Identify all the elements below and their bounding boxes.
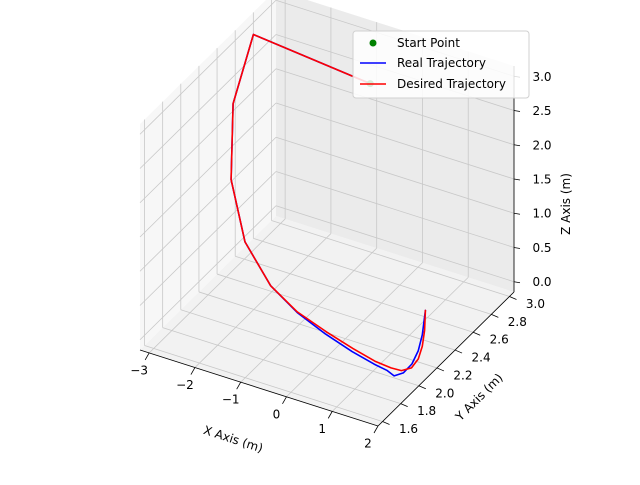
x-tick bbox=[282, 396, 287, 404]
z-tick-label: 3.0 bbox=[532, 70, 551, 84]
x-tick bbox=[190, 367, 196, 375]
grid-floor-y bbox=[216, 273, 456, 351]
grid-floor-y bbox=[198, 291, 438, 369]
y-tick-label: 1.8 bbox=[417, 404, 436, 418]
grid-side-z bbox=[139, 136, 277, 272]
grid-back-z bbox=[275, 102, 515, 180]
desired-trajectory-line bbox=[230, 33, 427, 372]
z-tick bbox=[513, 247, 521, 249]
legend-box bbox=[352, 30, 530, 99]
side-pane bbox=[140, 0, 276, 350]
z-tick bbox=[513, 144, 521, 147]
grid-side-z bbox=[139, 102, 277, 238]
legend-start-label: Start Point bbox=[397, 36, 460, 50]
z-tick-label: 0.5 bbox=[532, 241, 551, 255]
grid-floor-y bbox=[162, 327, 401, 405]
grid-side-z bbox=[139, 68, 277, 204]
x-tick-label: 0 bbox=[273, 407, 281, 421]
grid-back-z bbox=[275, 68, 515, 146]
y-tick bbox=[382, 421, 390, 425]
y-tick-label: 2.2 bbox=[453, 368, 472, 382]
legend-desired-label: Desired Trajectory bbox=[397, 77, 506, 91]
z-tick-label: 2.0 bbox=[532, 138, 551, 152]
z-tick-label: 2.5 bbox=[532, 104, 551, 118]
x-tick bbox=[144, 352, 150, 361]
y-tick bbox=[400, 403, 408, 408]
x-tick bbox=[373, 425, 379, 434]
y-tick-label: 3.0 bbox=[526, 297, 545, 311]
x-tick-label: 2 bbox=[364, 437, 372, 451]
grid-floor-y bbox=[271, 220, 510, 297]
grid-lines bbox=[139, 0, 515, 427]
z-axis-label: Z Axis (m) bbox=[559, 173, 573, 235]
y-tick-label: 2.8 bbox=[508, 315, 527, 329]
y-tick bbox=[509, 296, 517, 300]
x-axis-label: X Axis (m) bbox=[202, 423, 265, 455]
z-tick-label: 0.0 bbox=[532, 275, 551, 289]
grid-side-z bbox=[139, 0, 277, 135]
y-tick-label: 2.0 bbox=[435, 386, 454, 400]
z-tick bbox=[513, 178, 521, 181]
z-tick-label: 1.5 bbox=[532, 173, 551, 187]
floor-pane bbox=[140, 216, 514, 426]
y-tick-label: 1.6 bbox=[399, 422, 418, 436]
y-tick-label: 2.4 bbox=[472, 351, 491, 365]
x-tick-label: −2 bbox=[176, 378, 194, 392]
y-tick bbox=[491, 313, 499, 318]
grid-floor-y bbox=[144, 345, 383, 422]
grid-back-z bbox=[275, 136, 515, 214]
x-axis-line bbox=[139, 349, 379, 427]
grid-floor-y bbox=[235, 255, 474, 333]
x-tick-label: −1 bbox=[222, 393, 240, 407]
x-tick-label: −3 bbox=[130, 363, 148, 377]
grid-floor-y bbox=[253, 237, 492, 315]
z-tick bbox=[513, 110, 521, 112]
grid-side-z bbox=[139, 34, 277, 169]
y-tick bbox=[436, 367, 445, 372]
grid-back-z bbox=[275, 171, 515, 248]
grid-side-z bbox=[139, 171, 277, 306]
x-tick bbox=[236, 381, 242, 390]
z-tick-label: 1.0 bbox=[532, 207, 551, 221]
legend-start-marker bbox=[369, 39, 377, 47]
z-tick bbox=[513, 281, 521, 284]
legend: Start Point Real Trajectory Desired Traj… bbox=[352, 30, 530, 99]
grid-floor-y bbox=[180, 309, 419, 387]
series-lines bbox=[230, 33, 427, 377]
y-tick bbox=[473, 331, 481, 336]
legend-real-label: Real Trajectory bbox=[397, 56, 486, 70]
tick-labels: −3 −2 −1 0 1 2 1.6 1.8 2.0 2.22.4 2.6 2.8 3.0 0.0 0.5 1… bbox=[130, 70, 551, 451]
y-tick bbox=[418, 385, 426, 390]
z-tick bbox=[513, 212, 521, 215]
grid-back-z bbox=[275, 205, 515, 283]
x-tick bbox=[327, 411, 333, 419]
y-tick bbox=[454, 349, 463, 354]
x-tick-label: 1 bbox=[318, 422, 326, 436]
y-tick-label: 2.6 bbox=[490, 333, 509, 347]
grid-side-z bbox=[139, 205, 277, 341]
